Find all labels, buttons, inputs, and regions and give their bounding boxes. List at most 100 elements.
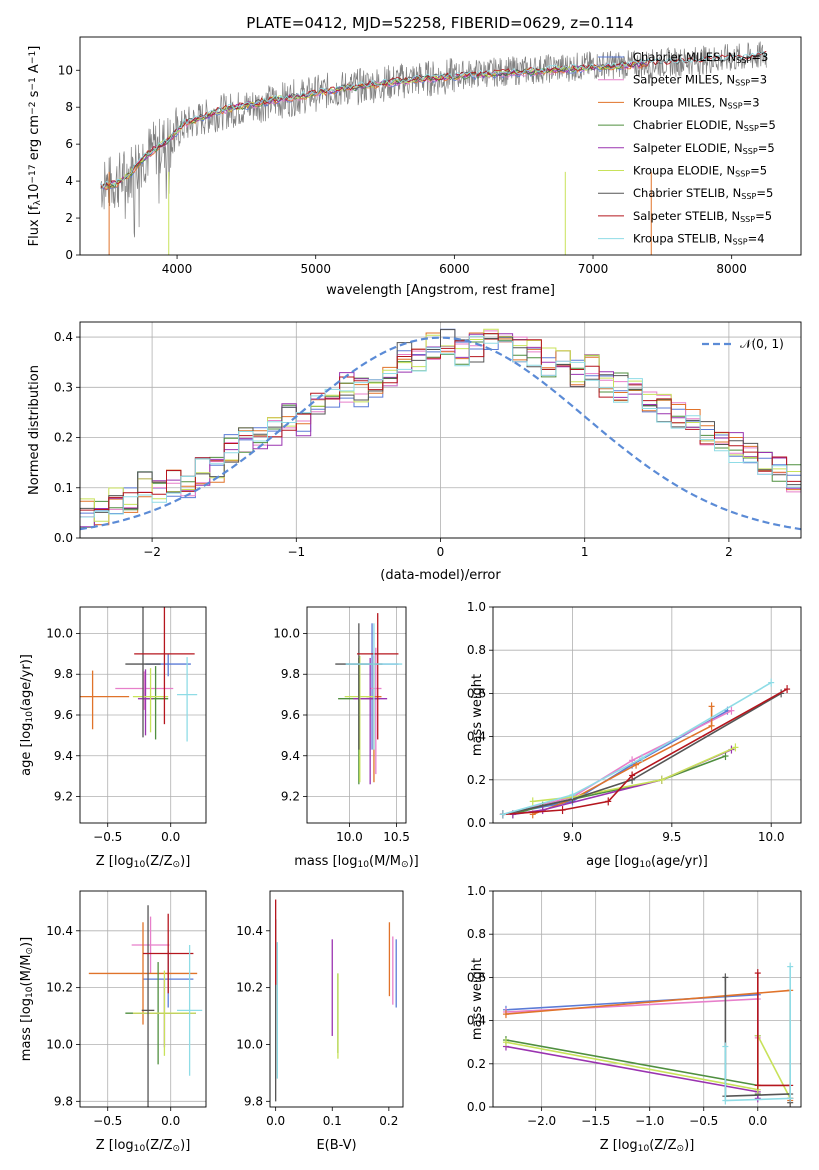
y-tick-label: 9.2 <box>281 790 300 804</box>
y-tick-label: 10.4 <box>236 924 263 938</box>
label-part: SSP <box>743 147 758 156</box>
y-tick-label: 0.2 <box>467 773 486 787</box>
x-tick-label: 0.2 <box>379 1114 398 1128</box>
label-part: (Z/Z <box>649 1138 676 1153</box>
x-tick-label: 7000 <box>578 262 609 276</box>
label-part: SSP <box>744 124 759 133</box>
y-axis-label: mass weight <box>470 958 485 1040</box>
legend-label: Salpeter STELIB, NSSP=5 <box>633 209 772 224</box>
legend-label: Kroupa MILES, NSSP=3 <box>633 95 760 110</box>
y-tick-label: 0.6 <box>467 970 486 984</box>
x-tick-label: −2.0 <box>527 1114 556 1128</box>
x-tick-label: 4000 <box>162 262 193 276</box>
label-part: 10 <box>134 860 146 870</box>
x-tick-label: 5000 <box>300 262 331 276</box>
x-tick-label: 0.0 <box>266 1114 285 1128</box>
label-part: A <box>27 64 42 77</box>
model-spectrum <box>100 61 648 191</box>
label-part: )] <box>684 1138 694 1153</box>
weight-line <box>505 998 759 1038</box>
label-part: Kroupa ELODIE, N <box>633 164 735 178</box>
x-tick-label: 9.0 <box>563 830 582 844</box>
label-part: SSP <box>736 56 751 65</box>
y-tick-label: 1.0 <box>467 884 486 898</box>
axes-frame <box>79 36 802 256</box>
x-tick-label: 10.5 <box>383 830 410 844</box>
legend-label: Salpeter ELODIE, NSSP=5 <box>633 141 775 156</box>
label-part: 10 <box>27 184 42 201</box>
x-tick-label: −0.5 <box>93 830 122 844</box>
figure-title: PLATE=0412, MJD=52258, FIBERID=0629, z=0… <box>246 14 633 32</box>
label-part: =5 <box>750 164 767 178</box>
y-tick-label: 0.3 <box>54 380 73 394</box>
y-tick-label: 0.4 <box>54 330 73 344</box>
model-spectrum <box>100 51 767 189</box>
x-axis-label: wavelength [Angstrom, rest frame] <box>326 283 555 298</box>
y-tick-label: 10.0 <box>46 626 73 640</box>
label-part: )] <box>180 1138 190 1153</box>
y-tick-label: 10.4 <box>46 924 73 938</box>
x-tick-label: 8000 <box>716 262 747 276</box>
label-part: )] <box>19 937 34 947</box>
weight-line <box>512 755 726 816</box>
label-part: SSP <box>741 192 756 201</box>
axes-frame <box>79 890 207 1108</box>
label-part: Kroupa MILES, N <box>633 95 728 109</box>
label-part: =3 <box>750 73 767 87</box>
weight-line <box>502 681 772 816</box>
label-part: Z [log <box>600 1138 638 1153</box>
label-part: SSP <box>733 238 748 247</box>
label-part: Flux [f <box>27 205 42 246</box>
label-part: −1 <box>28 51 38 64</box>
y-tick-label: 0.4 <box>467 730 486 744</box>
axes-frame <box>79 321 802 539</box>
label-part: 10 <box>134 1144 146 1154</box>
label-part: Z [log <box>96 854 134 869</box>
label-part: −2 <box>28 102 38 115</box>
label-part: age [log <box>19 723 34 776</box>
weight-line <box>502 688 788 816</box>
legend-label: Kroupa STELIB, NSSP=4 <box>633 232 765 247</box>
x-tick-label: −0.5 <box>689 1114 718 1128</box>
label-part: ⊙ <box>173 1144 181 1154</box>
y-tick-label: 9.4 <box>281 749 300 763</box>
x-axis-label: mass [log10(M/M⊙)] <box>294 854 418 870</box>
label-part: Chabrier STELIB, N <box>633 186 741 200</box>
y-tick-label: 9.6 <box>54 708 73 722</box>
label-part: SSP <box>735 79 750 88</box>
x-axis-label: age [log10(age/yr)] <box>586 854 708 870</box>
label-part: mass [log <box>19 998 34 1061</box>
label-part: =5 <box>758 141 775 155</box>
y-tick-label: 1.0 <box>467 600 486 614</box>
y-tick-label: 9.2 <box>54 790 73 804</box>
x-tick-label: −1.0 <box>635 1114 664 1128</box>
label-part: 10 <box>357 860 369 870</box>
y-axis-label: age [log10(age/yr)] <box>19 654 35 776</box>
label-part: Z [log <box>96 1138 134 1153</box>
y-tick-label: 0.2 <box>467 1057 486 1071</box>
y-tick-label: 9.6 <box>281 708 300 722</box>
label-part: =3 <box>751 50 768 64</box>
y-tick-label: 8 <box>65 100 73 114</box>
label-part: SSP <box>728 101 743 110</box>
x-axis-label: Z [log10(Z/Z⊙)] <box>600 1138 695 1154</box>
x-axis-label: (data-model)/error <box>380 568 501 583</box>
y-tick-label: 6 <box>65 137 73 151</box>
label-part: Salpeter STELIB, N <box>633 209 740 223</box>
y-tick-label: 9.4 <box>54 749 73 763</box>
y-tick-label: 0.0 <box>54 531 73 545</box>
label-part: 10 <box>638 1144 650 1154</box>
residual-histogram <box>80 335 801 518</box>
legend-label: Chabrier MILES, NSSP=3 <box>633 50 768 65</box>
y-tick-label: 0 <box>65 248 73 262</box>
x-tick-label: −2 <box>143 545 161 559</box>
x-tick-label: −1.5 <box>581 1114 610 1128</box>
x-tick-label: 0.0 <box>161 830 180 844</box>
y-tick-label: 0.6 <box>467 686 486 700</box>
x-axis-label: Z [log10(Z/Z⊙)] <box>96 1138 191 1154</box>
label-part: s <box>27 90 42 101</box>
label-part: (M/M <box>369 854 401 869</box>
label-part: ⊙ <box>173 860 181 870</box>
x-tick-label: 0.1 <box>323 1114 342 1128</box>
y-tick-label: 10.0 <box>46 1037 73 1051</box>
